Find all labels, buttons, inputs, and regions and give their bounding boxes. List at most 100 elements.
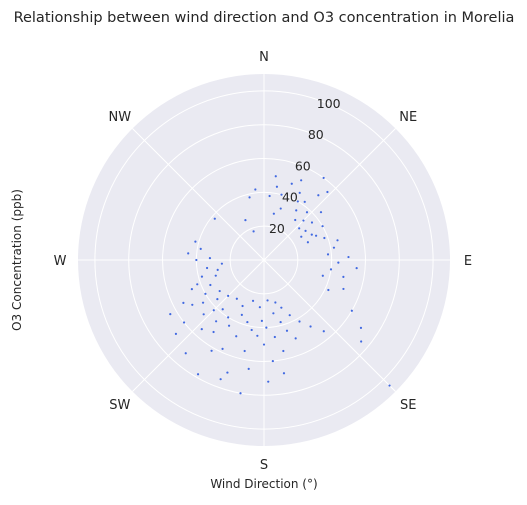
radial-gridline xyxy=(263,128,396,261)
data-point xyxy=(273,335,276,339)
data-point xyxy=(218,289,221,293)
data-point xyxy=(248,196,251,199)
data-point xyxy=(321,274,324,277)
data-point xyxy=(279,207,282,210)
direction-label-sw: SW xyxy=(109,398,130,413)
r-tick-label: 100 xyxy=(317,96,341,111)
data-point xyxy=(196,373,200,376)
data-point xyxy=(298,227,301,230)
data-point xyxy=(282,372,286,375)
data-point xyxy=(274,175,277,178)
data-point xyxy=(202,313,205,316)
radial-gridline xyxy=(263,259,396,392)
plot-area: 20 40 60 80 100 N NE E SE S SW W NW xyxy=(54,50,473,473)
data-point xyxy=(298,191,301,194)
data-point xyxy=(260,319,263,322)
data-point xyxy=(267,380,270,383)
data-point xyxy=(200,328,203,331)
data-point xyxy=(272,212,275,215)
data-point xyxy=(360,340,363,343)
data-point xyxy=(227,324,231,327)
ring-gridline xyxy=(162,158,366,362)
data-point xyxy=(221,308,224,311)
data-point xyxy=(355,267,358,270)
data-point xyxy=(239,392,242,395)
direction-label-se: SE xyxy=(400,398,416,413)
r-tick-label: 40 xyxy=(282,190,298,205)
direction-label-e: E xyxy=(464,254,472,269)
data-point xyxy=(337,261,340,264)
data-point xyxy=(300,179,303,182)
data-point xyxy=(302,219,305,222)
data-point xyxy=(322,176,325,180)
radial-gridline xyxy=(132,259,265,392)
data-point xyxy=(204,292,207,295)
data-point xyxy=(315,234,318,237)
data-point xyxy=(332,246,336,249)
data-point xyxy=(254,188,257,191)
data-point xyxy=(280,306,283,309)
y-axis-label: O3 Concentration (ppb) xyxy=(10,189,24,331)
data-point xyxy=(184,352,187,355)
data-point xyxy=(213,217,216,220)
data-point xyxy=(268,194,271,198)
data-point xyxy=(247,367,250,370)
data-point xyxy=(359,326,363,329)
ring-gridline xyxy=(94,90,434,430)
data-point xyxy=(347,255,350,259)
r-tick-label: 80 xyxy=(308,127,324,142)
data-point xyxy=(212,330,215,334)
data-point xyxy=(201,301,205,304)
data-point xyxy=(209,283,212,287)
data-point xyxy=(326,253,330,256)
data-point xyxy=(310,233,313,236)
direction-label-n: N xyxy=(259,50,269,65)
data-point xyxy=(271,359,274,363)
data-point xyxy=(323,236,326,240)
data-point xyxy=(279,320,282,324)
data-point xyxy=(329,268,333,271)
data-point xyxy=(250,328,253,332)
data-point xyxy=(208,257,212,260)
data-point xyxy=(182,321,186,324)
data-point xyxy=(304,229,307,232)
data-point xyxy=(288,314,291,317)
data-point xyxy=(295,209,298,212)
data-point xyxy=(326,190,329,194)
data-point xyxy=(306,241,309,244)
r-tick-label: 60 xyxy=(295,158,311,173)
data-point xyxy=(212,309,215,312)
data-point xyxy=(244,219,247,222)
data-point xyxy=(305,211,309,214)
data-point xyxy=(342,275,345,278)
radial-gridline xyxy=(132,128,265,261)
x-axis-label: Wind Direction (°) xyxy=(210,477,317,491)
direction-label-ne: NE xyxy=(399,110,417,125)
data-point xyxy=(256,334,259,337)
data-point xyxy=(310,221,314,224)
data-point xyxy=(246,320,249,324)
data-point xyxy=(221,347,224,350)
data-point xyxy=(282,349,285,353)
data-point xyxy=(275,185,279,188)
data-point xyxy=(294,218,297,222)
data-point xyxy=(272,312,275,315)
direction-label-w: W xyxy=(54,254,67,269)
data-point xyxy=(190,288,193,291)
data-point xyxy=(309,325,312,328)
data-point xyxy=(169,313,172,316)
data-point xyxy=(215,320,218,323)
data-point xyxy=(266,299,269,302)
data-point xyxy=(342,287,345,291)
ring-gridline xyxy=(229,225,299,295)
data-point xyxy=(252,230,255,233)
data-point xyxy=(350,309,353,312)
data-point xyxy=(303,200,306,203)
data-point xyxy=(265,326,268,329)
data-point xyxy=(182,301,185,304)
data-point xyxy=(298,320,301,323)
data-point xyxy=(290,182,293,185)
data-point xyxy=(205,266,209,270)
data-point xyxy=(194,240,197,243)
